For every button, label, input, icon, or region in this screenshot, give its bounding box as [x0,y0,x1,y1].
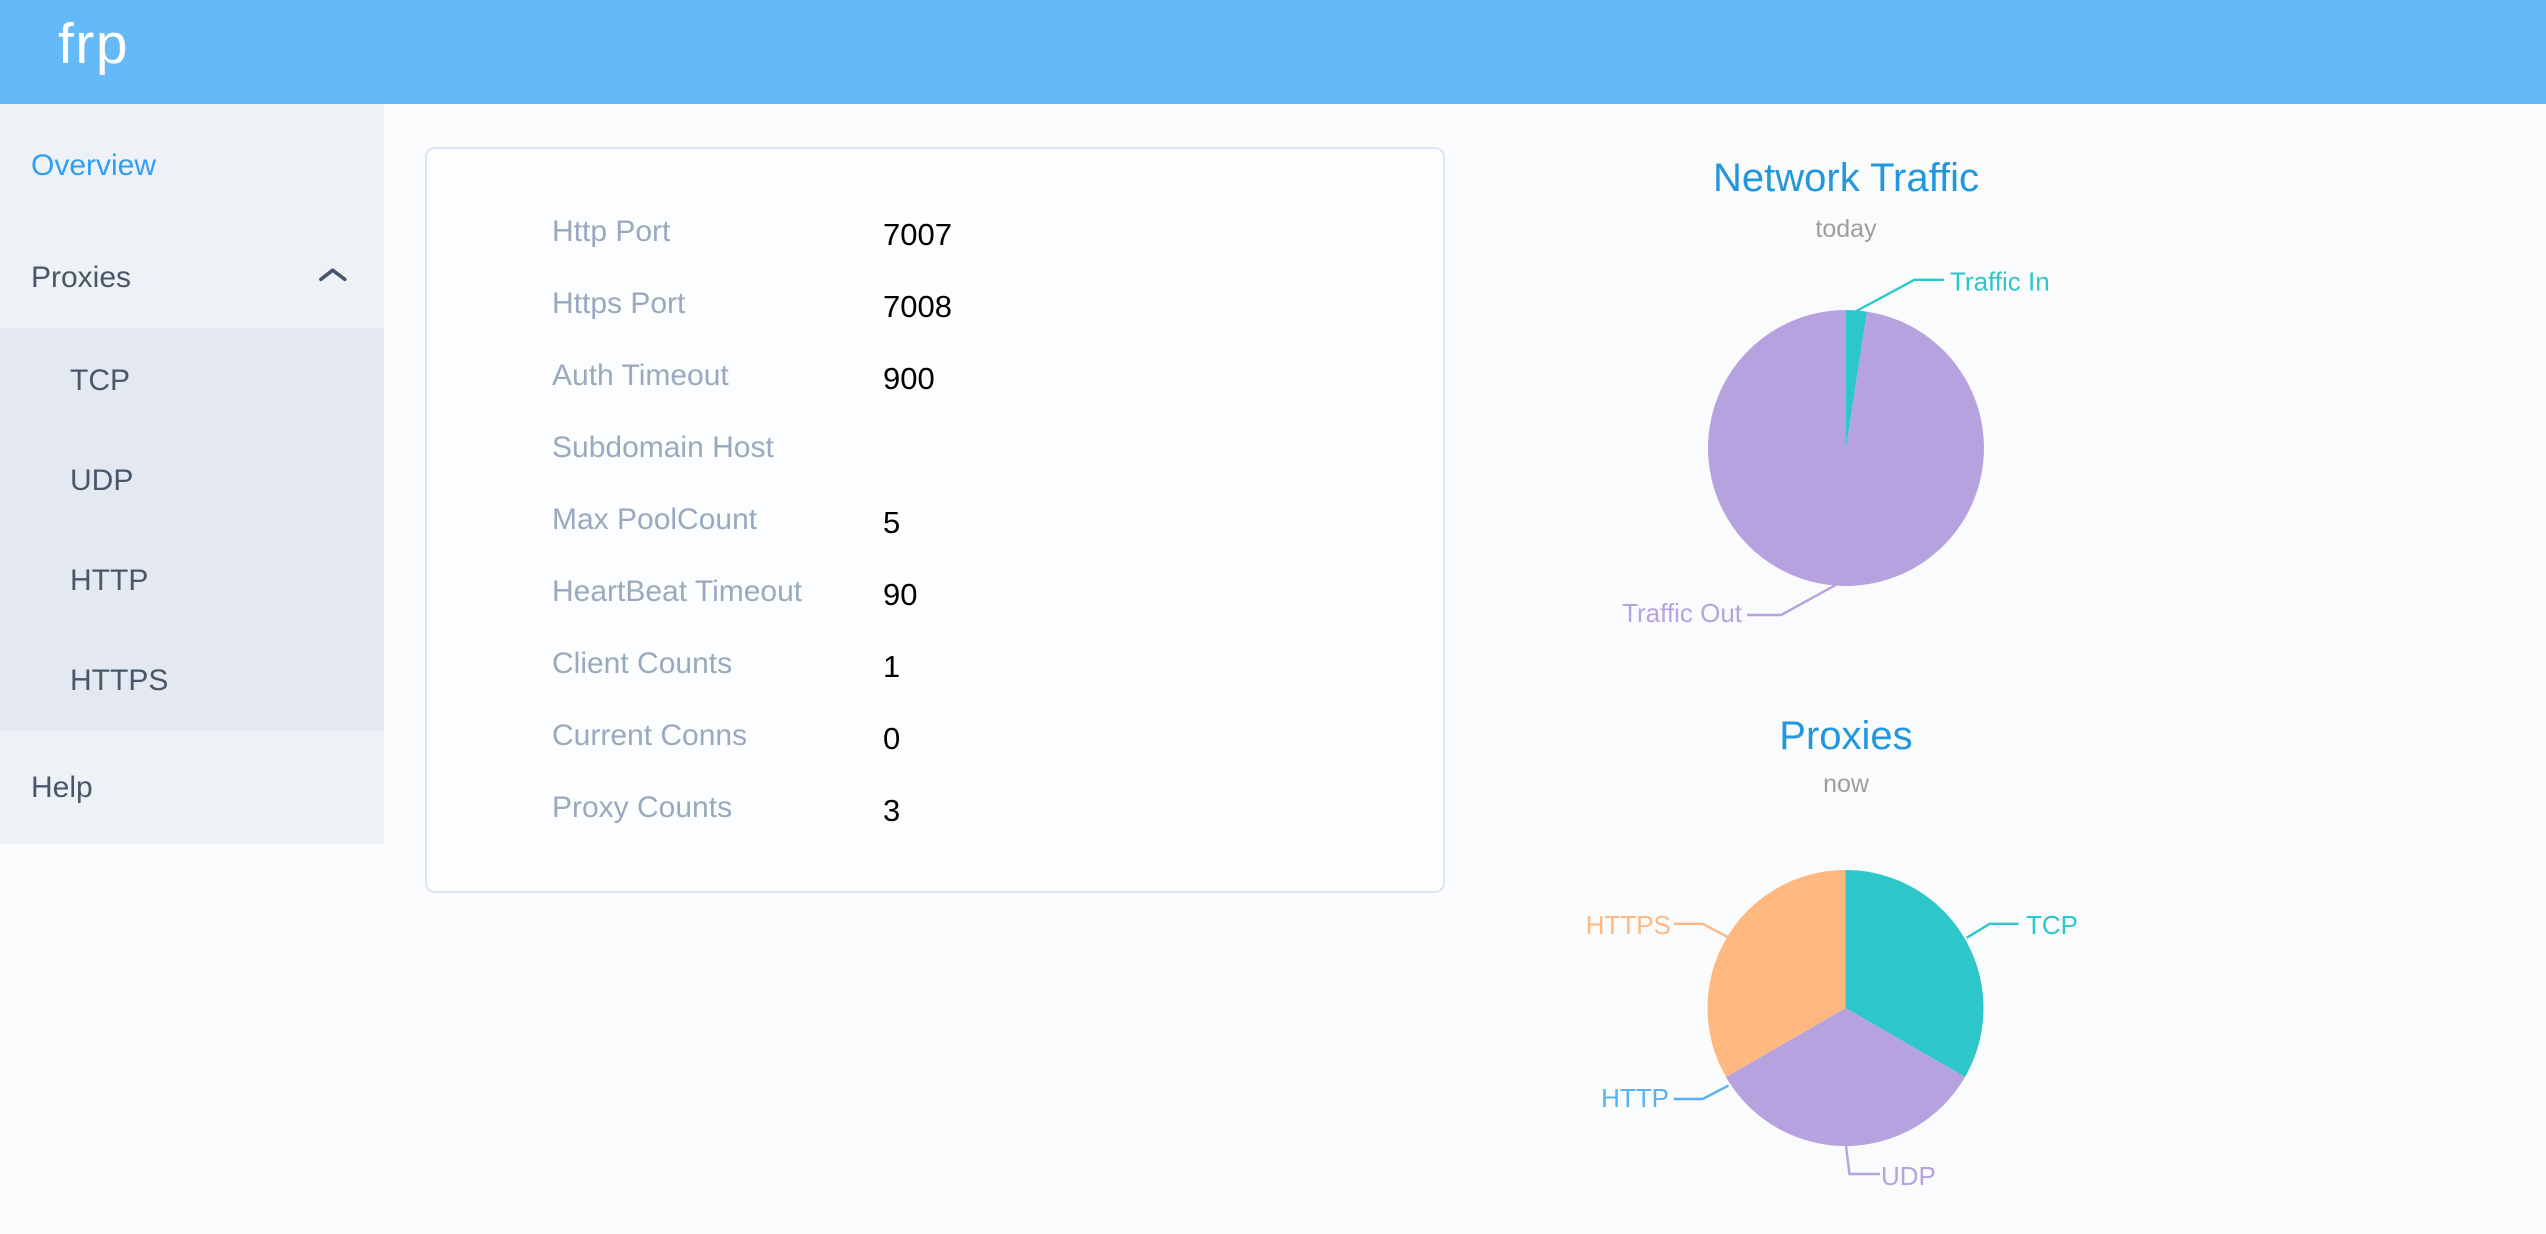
svg-text:Traffic Out: Traffic Out [1622,598,1743,628]
svg-text:HTTP: HTTP [1601,1083,1669,1113]
svg-text:TCP: TCP [2026,910,2078,940]
svg-text:Traffic In: Traffic In [1950,267,2050,297]
svg-text:UDP: UDP [1881,1161,1936,1191]
svg-text:HTTPS: HTTPS [1586,910,1671,940]
